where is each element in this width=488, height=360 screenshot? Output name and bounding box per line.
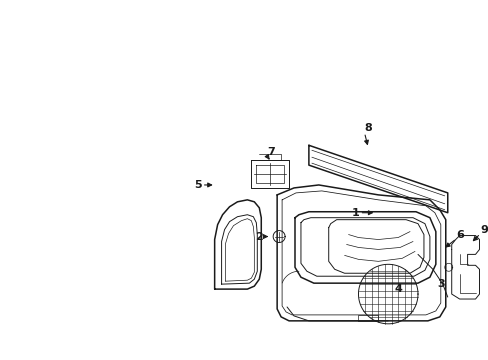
Text: 8: 8 [364,123,371,134]
Text: 2: 2 [255,231,263,242]
Text: 5: 5 [194,180,201,190]
Text: 4: 4 [393,284,401,294]
Text: 7: 7 [267,147,275,157]
Text: 9: 9 [480,225,488,235]
Text: 1: 1 [351,208,359,218]
Text: 6: 6 [456,230,464,239]
Text: 3: 3 [436,279,444,289]
